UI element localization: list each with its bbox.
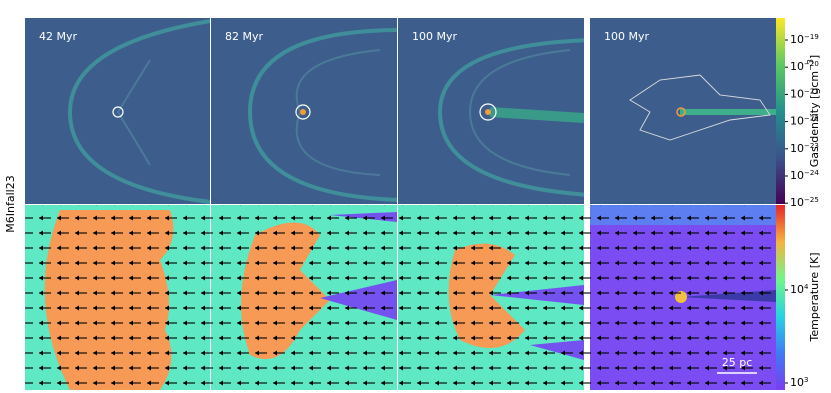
tick-base: 10 (790, 115, 804, 128)
tick-exp: 4 (804, 283, 809, 291)
colorbar-tick-label: 10−22 (790, 115, 819, 128)
panel-label: 100 Myr (412, 30, 457, 43)
colorbar-tick-label: 103 (790, 376, 808, 389)
panel-label: 82 Myr (225, 30, 263, 43)
tick-exp: −21 (804, 87, 819, 95)
tick-exp: 3 (804, 376, 808, 384)
tick-base: 10 (790, 60, 804, 73)
temperature-colorbar (776, 205, 785, 390)
density-colorbar (776, 18, 785, 204)
density-panels (25, 18, 776, 204)
tick-base: 10 (790, 283, 804, 296)
temperature-panels: 25 pc (25, 205, 776, 390)
tick-base: 10 (790, 33, 804, 46)
density-colorbar-label: Gas density [gcm−3] (806, 55, 821, 167)
tick-base: 10 (790, 87, 804, 100)
colorbar-tick-label: 10−19 (790, 33, 819, 46)
tick-exp: −20 (804, 60, 819, 68)
colorbar-tick-label: 104 (790, 283, 809, 296)
panel-label: 42 Myr (39, 30, 77, 43)
tick-base: 10 (790, 376, 804, 389)
colorbar-tick-label: 10−20 (790, 60, 819, 73)
tick-exp: −19 (804, 33, 819, 41)
scale-bar-label: 25 pc (722, 356, 753, 369)
tick-exp: −22 (804, 115, 819, 123)
tick-base: 10 (790, 169, 804, 182)
colorbar-tick-label: 10−21 (790, 87, 819, 100)
colorbar-tick-label: 10−25 (790, 196, 819, 209)
temperature-colorbar-label: Temperature [K] (808, 253, 821, 343)
tick-exp: −25 (804, 196, 819, 204)
colorbar-tick-label: 10−23 (790, 142, 819, 155)
panel-label: 100 Myr (604, 30, 649, 43)
tick-exp: −23 (804, 142, 819, 150)
colorbar-tick-label: 10−24 (790, 169, 819, 182)
tick-base: 10 (790, 142, 804, 155)
row-label: M6Infall23 (4, 175, 17, 232)
tick-base: 10 (790, 196, 804, 209)
tick-exp: −24 (804, 169, 819, 177)
